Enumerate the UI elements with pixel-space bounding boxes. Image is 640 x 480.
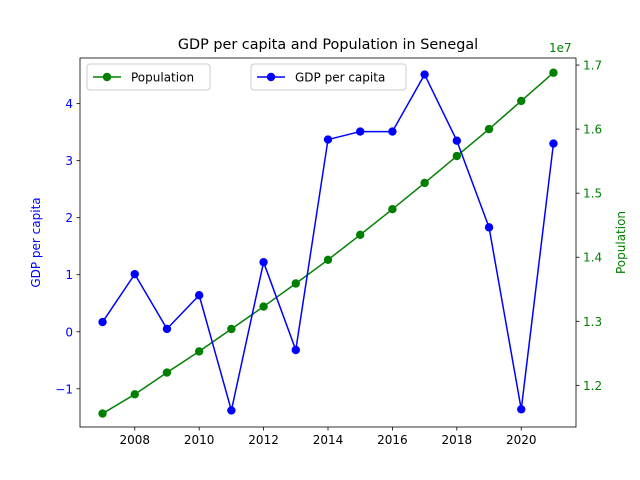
population-point xyxy=(420,178,429,188)
population-point xyxy=(356,230,365,240)
left-y-tick-label: 0 xyxy=(65,325,73,339)
gdp-point xyxy=(227,406,236,415)
left-y-tick-label: −1 xyxy=(55,382,73,396)
legend-label: GDP per capita xyxy=(295,71,385,85)
gdp-point xyxy=(130,269,139,279)
legend-marker xyxy=(102,72,112,82)
x-tick-label: 2016 xyxy=(377,433,408,447)
right-y-tick-label: 1.4 xyxy=(583,251,602,265)
left-y-tick-label: 4 xyxy=(65,97,73,111)
gdp-point xyxy=(356,127,365,136)
x-tick-label: 2018 xyxy=(442,433,473,447)
legends: Population GDP per capita xyxy=(86,63,407,91)
gdp-point xyxy=(194,291,204,300)
legend: Population xyxy=(86,63,211,91)
plot-area: 2008 2010 2012 2014 2016 2018 2020 −1 0 1 2 3 4 1.2 1.… xyxy=(55,59,602,447)
population-point xyxy=(162,368,172,377)
population-point xyxy=(227,324,236,334)
right-axis-label: Population xyxy=(614,211,628,274)
population-point xyxy=(259,302,268,311)
gdp-point xyxy=(420,70,429,79)
population-point xyxy=(194,347,204,356)
x-tick-label: 2010 xyxy=(184,433,215,447)
left-y-tick-label: 3 xyxy=(65,154,73,168)
left-y-tick-label: 2 xyxy=(65,211,73,225)
right-y-tick-label: 1.2 xyxy=(583,379,602,393)
population-point xyxy=(484,124,494,134)
gdp-series-line xyxy=(101,73,555,412)
gdp-point xyxy=(291,345,300,355)
gdp-point xyxy=(549,139,558,148)
right-y-tick-label: 1.5 xyxy=(583,187,602,201)
x-tick-label: 2020 xyxy=(506,433,537,447)
gdp-point xyxy=(484,223,494,232)
population-point xyxy=(291,279,300,288)
right-axis-offset-label: 1e7 xyxy=(549,41,572,55)
left-axis-label: GDP per capita xyxy=(29,197,43,287)
gdp-point xyxy=(323,135,333,144)
population-point xyxy=(549,68,558,77)
legend-frame xyxy=(250,63,407,91)
gdp-point xyxy=(452,136,462,145)
right-y-tick-label: 1.6 xyxy=(583,123,602,137)
gdp-point xyxy=(98,317,107,327)
right-y-tick-label: 1.3 xyxy=(583,315,602,329)
gdp-point xyxy=(517,405,526,414)
population-point xyxy=(388,204,397,214)
population-point xyxy=(323,255,333,264)
population-series-line xyxy=(102,72,554,415)
legend-label: Population xyxy=(131,71,194,85)
gdp-point xyxy=(388,127,397,136)
x-tick-label: 2008 xyxy=(119,433,150,447)
population-point xyxy=(98,409,107,418)
axes-frame xyxy=(79,57,577,428)
legend-frame xyxy=(86,63,211,91)
chart-title: GDP per capita and Population in Senegal xyxy=(178,37,478,53)
population-point xyxy=(452,151,462,161)
population-point xyxy=(130,390,139,399)
legend-marker xyxy=(266,72,276,82)
gdp-point xyxy=(162,324,172,334)
x-tick-label: 2014 xyxy=(313,433,344,447)
left-y-tick-label: 1 xyxy=(65,268,73,282)
x-tick-label: 2012 xyxy=(248,433,279,447)
legend: GDP per capita xyxy=(250,63,407,91)
right-y-tick-label: 1.7 xyxy=(583,59,602,73)
population-point xyxy=(517,96,526,106)
gdp-point xyxy=(259,257,268,267)
